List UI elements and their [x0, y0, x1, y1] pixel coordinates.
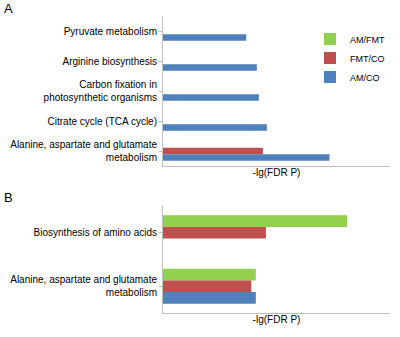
svg-text:AM/FMT: AM/FMT — [350, 35, 385, 45]
svg-text:Alanine, aspartate and glutama: Alanine, aspartate and glutamatemetaboli… — [10, 274, 157, 298]
svg-text:Arginine biosynthesis: Arginine biosynthesis — [63, 56, 158, 67]
svg-text:AM/CO: AM/CO — [350, 73, 380, 83]
svg-text:-lg(FDR P): -lg(FDR P) — [253, 167, 301, 178]
svg-text:Carbon fixation inphotosynthet: Carbon fixation inphotosynthetic organis… — [44, 79, 157, 103]
svg-text:Biosynthesis of amino acids: Biosynthesis of amino acids — [34, 227, 157, 238]
svg-text:A: A — [4, 1, 13, 16]
svg-text:-lg(FDR P): -lg(FDR P) — [253, 314, 301, 325]
svg-text:FMT/CO: FMT/CO — [350, 54, 385, 64]
svg-text:B: B — [4, 190, 13, 205]
svg-text:Alanine, aspartate and glutama: Alanine, aspartate and glutamatemetaboli… — [10, 139, 157, 163]
svg-text:Pyruvate metabolism: Pyruvate metabolism — [64, 26, 157, 37]
svg-text:Citrate cycle (TCA cycle): Citrate cycle (TCA cycle) — [48, 116, 157, 127]
